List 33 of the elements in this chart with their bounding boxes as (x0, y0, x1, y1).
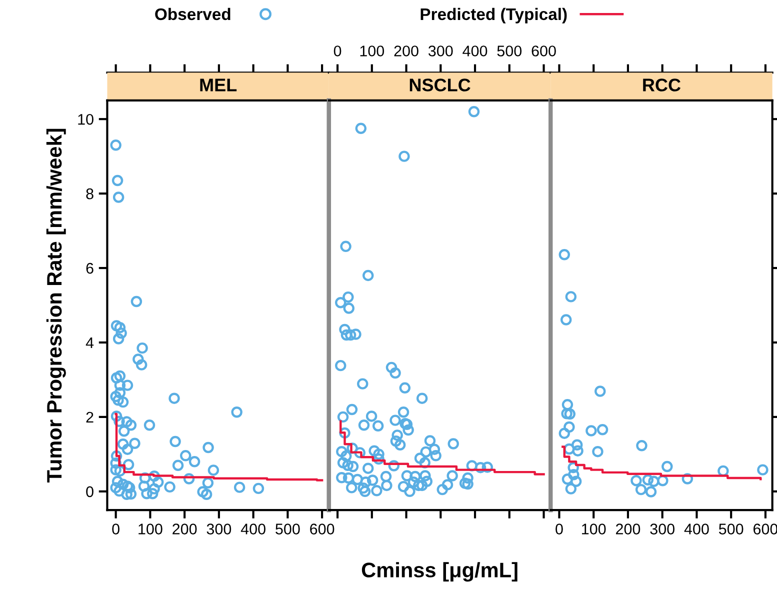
chart-title: MEL (200, 78, 237, 92)
x2-tick-label: 500 (497, 46, 522, 56)
x-tick-label: 300 (650, 524, 674, 534)
x-axis-title: Cminss [μg/mL] (362, 562, 518, 582)
x2-tick-label: 600 (532, 46, 556, 56)
x-tick-label: 400 (240, 524, 266, 534)
x-tick-label: 600 (310, 524, 334, 534)
x2-tick-label: 200 (394, 46, 418, 56)
x2-tick-label: 0 (334, 46, 342, 56)
y-tick-label: 6 (86, 262, 94, 274)
chart-title: RCC (643, 78, 681, 92)
x2-tick-label: 400 (462, 46, 488, 56)
y-tick-label: 10 (78, 114, 94, 125)
x2-tick-label: 300 (428, 46, 453, 56)
x-tick-label: 300 (206, 524, 232, 534)
legend-label: Observed (155, 8, 230, 20)
y-tick-label: 0 (86, 486, 94, 498)
legend-label: Predicted (Typical) (420, 8, 567, 24)
x-tick-label: 0 (112, 524, 120, 534)
x-tick-label: 200 (172, 524, 197, 534)
y-axis-title: Tumor Progression Rate [mm/week] (46, 128, 66, 483)
x-tick-label: 500 (718, 524, 744, 534)
x2-tick-label: 100 (360, 46, 384, 56)
y-tick-label: 2 (86, 412, 94, 422)
y-tick-label: 8 (86, 188, 94, 200)
x-tick-label: 100 (582, 524, 606, 534)
chart-title: NSCLC (410, 78, 470, 92)
x-tick-label: 0 (556, 524, 563, 534)
y-tick-label: 4 (86, 338, 94, 348)
x-tick-label: 100 (138, 524, 162, 534)
x-tick-label: 500 (276, 524, 300, 534)
x-tick-label: 400 (684, 524, 709, 534)
x-tick-label: 200 (616, 524, 640, 534)
